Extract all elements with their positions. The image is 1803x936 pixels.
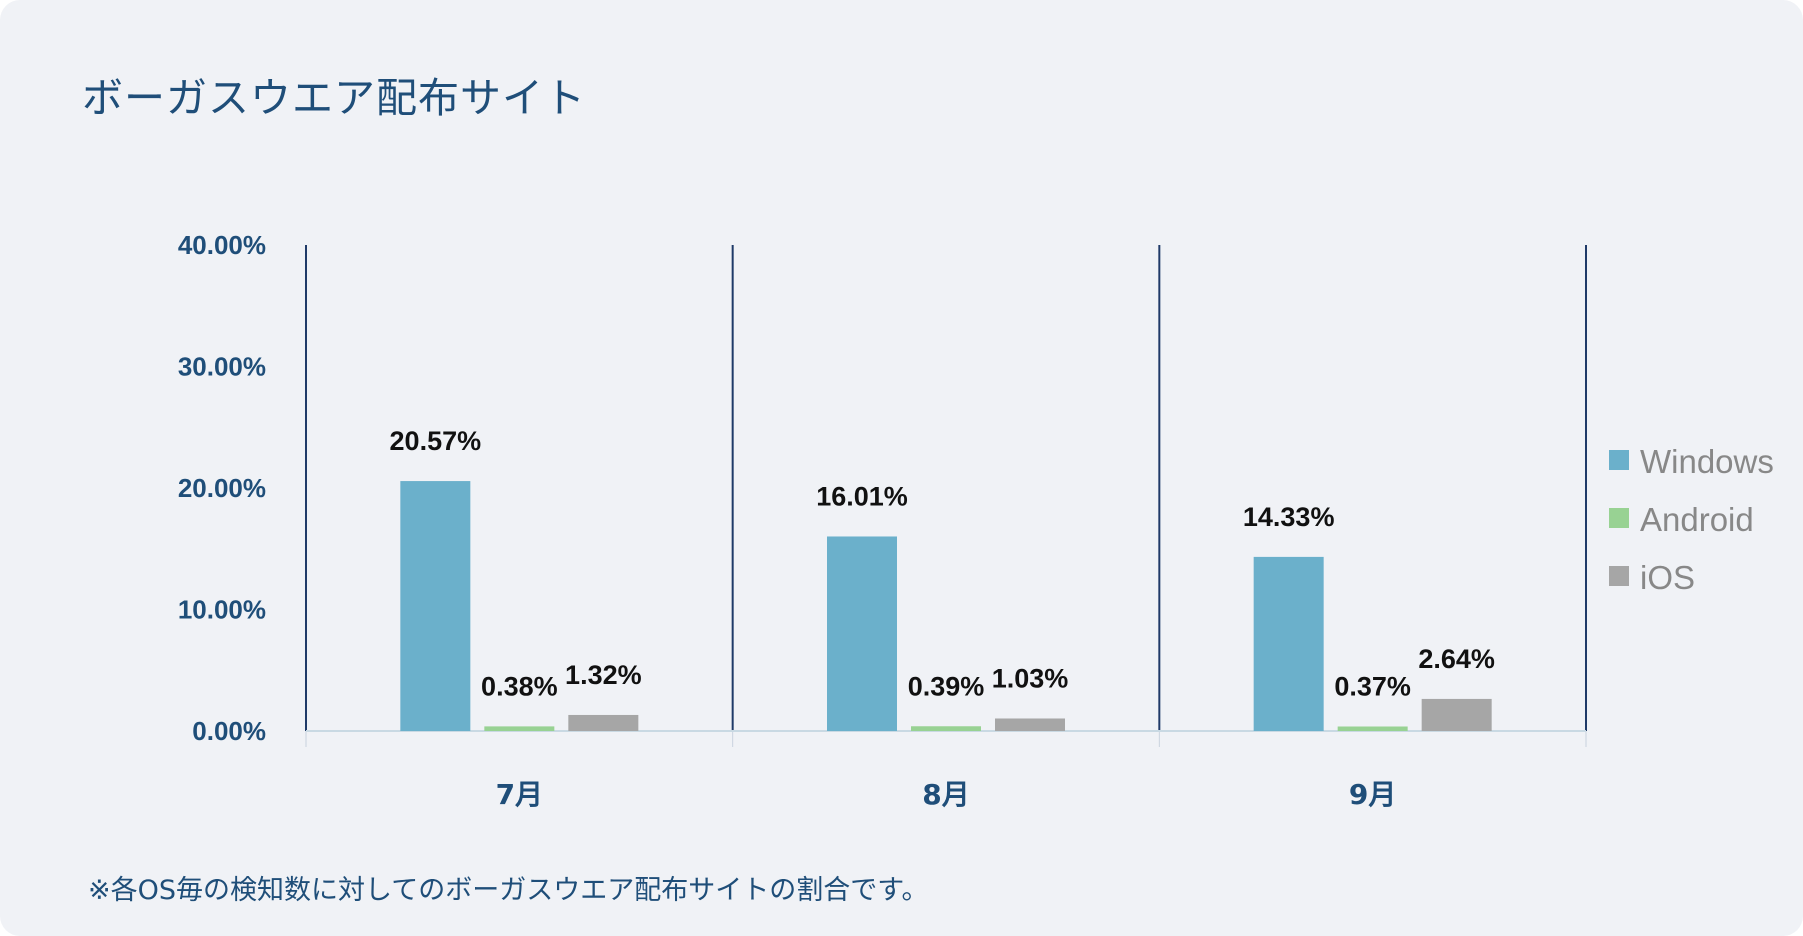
legend-swatch-ios xyxy=(1609,566,1629,586)
bar-android xyxy=(484,726,555,731)
chart-title: ボーガスウエア配布サイト xyxy=(82,74,586,122)
y-tick-label: 30.00% xyxy=(178,352,266,382)
x-tick-label: 8月 xyxy=(922,778,969,811)
data-label: 20.57% xyxy=(390,426,482,456)
y-tick-label: 40.00% xyxy=(178,230,266,260)
data-label: 16.01% xyxy=(816,481,908,511)
bar-ios xyxy=(1421,698,1492,731)
bar-windows xyxy=(827,536,897,731)
bar-android xyxy=(911,726,981,731)
bar-ios xyxy=(568,714,639,731)
footnote: ※各OS毎の検知数に対してのボーガスウエア配布サイトの割合です。 xyxy=(88,875,929,906)
data-label: 1.03% xyxy=(992,663,1069,693)
y-tick-label: 0.00% xyxy=(192,716,266,746)
legend-label: Windows xyxy=(1640,443,1774,480)
data-label: 0.37% xyxy=(1334,672,1411,702)
data-label: 0.39% xyxy=(908,671,985,701)
x-tick-label: 9月 xyxy=(1349,778,1396,811)
y-tick-label: 20.00% xyxy=(178,473,266,503)
bar-windows xyxy=(1253,556,1324,731)
legend-label: iOS xyxy=(1640,559,1695,596)
legend-label: Android xyxy=(1640,501,1754,538)
legend-swatch-windows xyxy=(1609,450,1629,470)
data-label: 14.33% xyxy=(1243,502,1335,532)
data-label: 0.38% xyxy=(481,671,558,701)
bar-ios xyxy=(995,718,1065,731)
bar-windows xyxy=(400,481,471,731)
data-label: 1.32% xyxy=(565,660,642,690)
y-tick-label: 10.00% xyxy=(178,595,266,625)
legend-swatch-android xyxy=(1609,508,1629,528)
data-label: 2.64% xyxy=(1418,644,1495,674)
x-tick-label: 7月 xyxy=(496,778,543,811)
bar-android xyxy=(1337,726,1408,731)
